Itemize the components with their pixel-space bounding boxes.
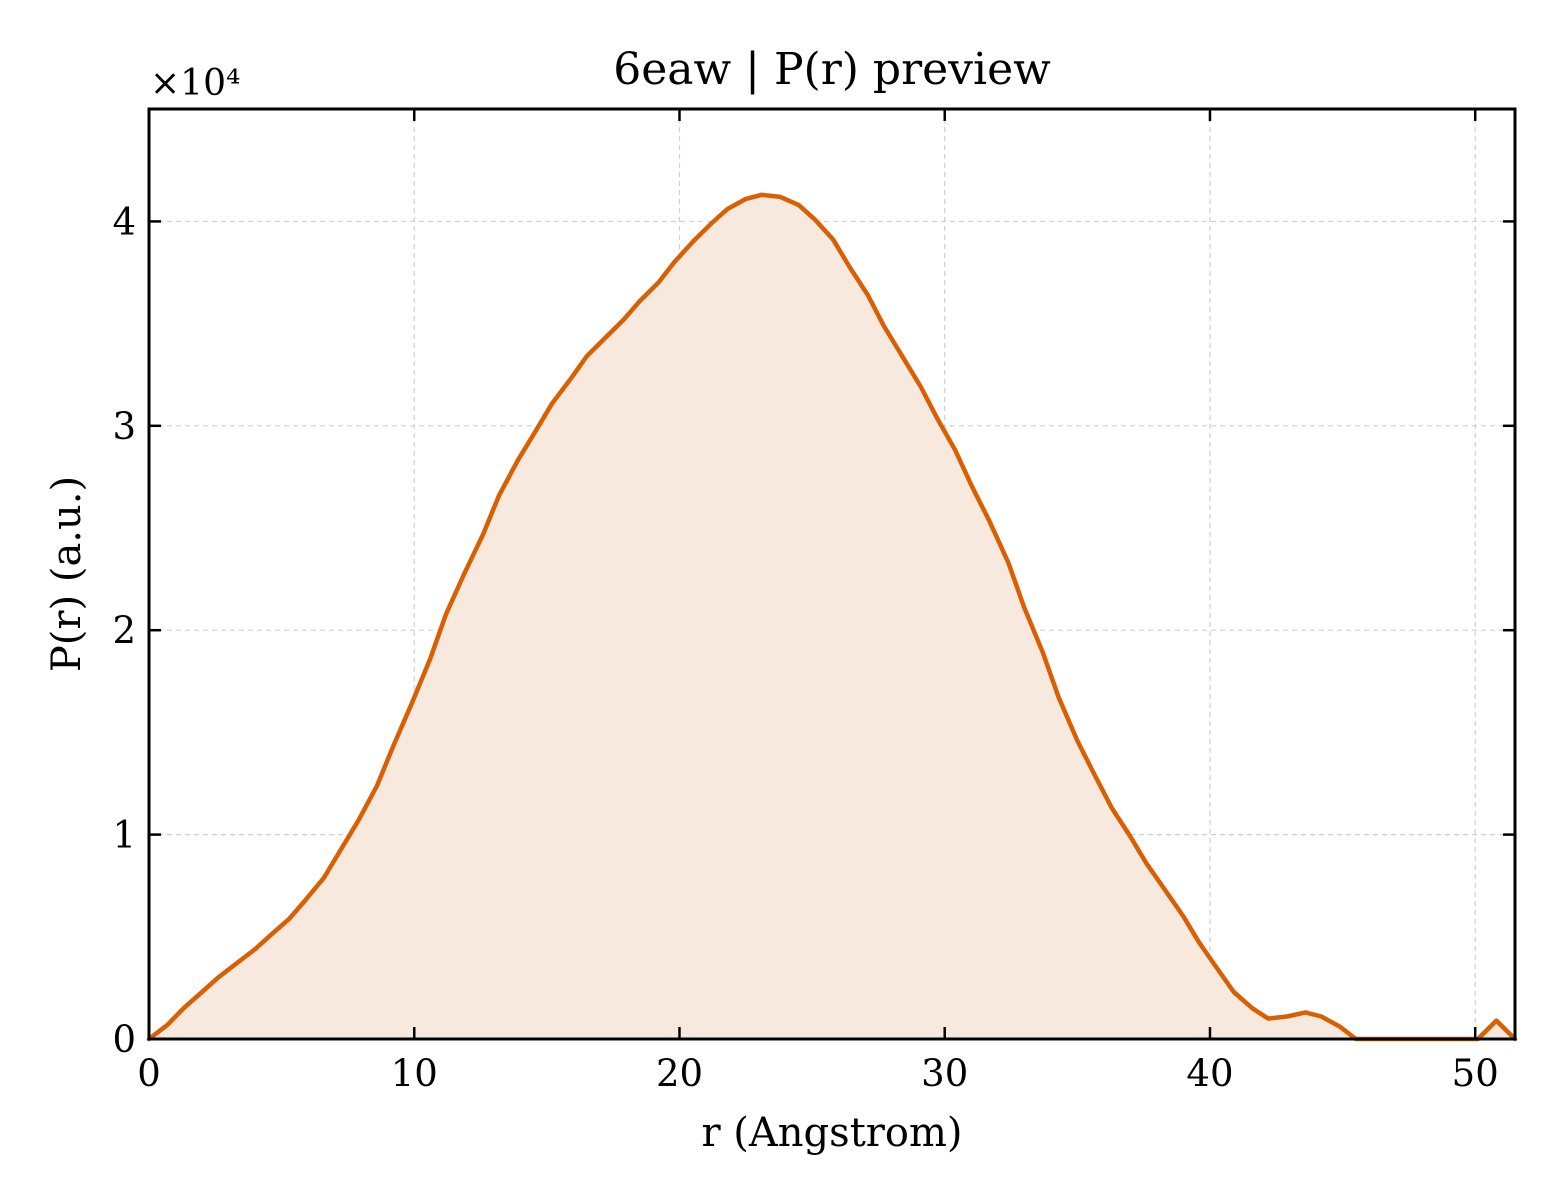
y-tick-label: 0	[112, 1018, 136, 1061]
axis-ticks	[147, 109, 1515, 1041]
x-tick-label: 50	[1452, 1052, 1499, 1095]
x-tick-label: 20	[656, 1052, 703, 1095]
pr-area-fill	[149, 194, 1515, 1040]
x-axis-label: r (Angstrom)	[701, 1110, 962, 1156]
x-tick-label: 40	[1186, 1052, 1233, 1095]
plot-frame	[147, 107, 1517, 1041]
chart-title: 6eaw | P(r) preview	[613, 44, 1051, 95]
y-tick-label: 1	[112, 814, 136, 857]
x-tick-label: 30	[921, 1052, 968, 1095]
y-tick-label: 4	[112, 200, 136, 243]
y-tick-label: 2	[112, 609, 136, 652]
y-multiplier-label: ×10⁴	[150, 63, 240, 104]
x-tick-label: 0	[137, 1052, 161, 1095]
y-tick-label: 3	[112, 405, 136, 448]
y-axis-label: P(r) (a.u.)	[44, 476, 90, 672]
pr-curve-line	[146, 192, 1518, 1042]
x-tick-label: 10	[391, 1052, 438, 1095]
